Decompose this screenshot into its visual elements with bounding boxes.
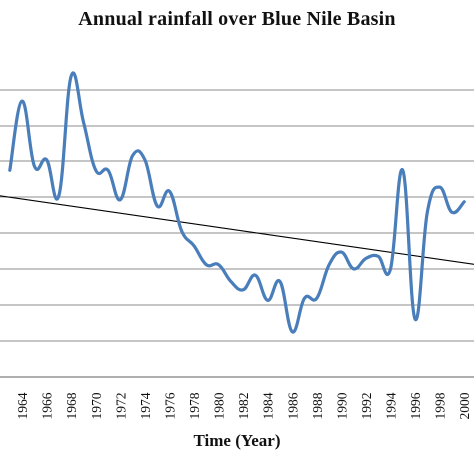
x-tick-label: 1964 (15, 392, 30, 419)
x-tick-label: 1992 (359, 393, 374, 420)
x-tick-label: 1988 (310, 392, 325, 419)
x-tick-label: 1982 (236, 393, 251, 420)
x-tick-label: 1978 (187, 392, 202, 419)
x-tick-labels: 1964 1966 1968 1970 1972 1974 1976 1978 1980 1982… (15, 392, 472, 419)
x-tick-label: 1966 (40, 392, 55, 419)
x-tick-label: 1986 (285, 392, 300, 419)
x-tick-label: 1972 (113, 393, 128, 420)
trend-line (0, 195, 474, 265)
x-tick-label: 2000 (457, 392, 472, 419)
x-tick-label: 1998 (433, 392, 448, 419)
rainfall-series-line (8, 71, 466, 334)
x-tick-label: 1974 (138, 392, 153, 419)
x-tick-label: 1976 (162, 392, 177, 419)
x-tick-label: 1996 (408, 392, 423, 419)
x-tick-label: 1990 (334, 392, 349, 419)
x-tick-label: 1968 (64, 392, 79, 419)
x-axis-label: Time (Year) (193, 431, 281, 450)
gridlines (0, 89, 474, 378)
x-tick-label: 1970 (89, 392, 104, 419)
x-tick-label: 1980 (212, 392, 227, 419)
x-tick-label: 1994 (383, 392, 398, 419)
x-tick-label: 1984 (261, 392, 276, 419)
chart-title: Annual rainfall over Blue Nile Basin (78, 8, 396, 30)
series-layer (0, 71, 474, 334)
